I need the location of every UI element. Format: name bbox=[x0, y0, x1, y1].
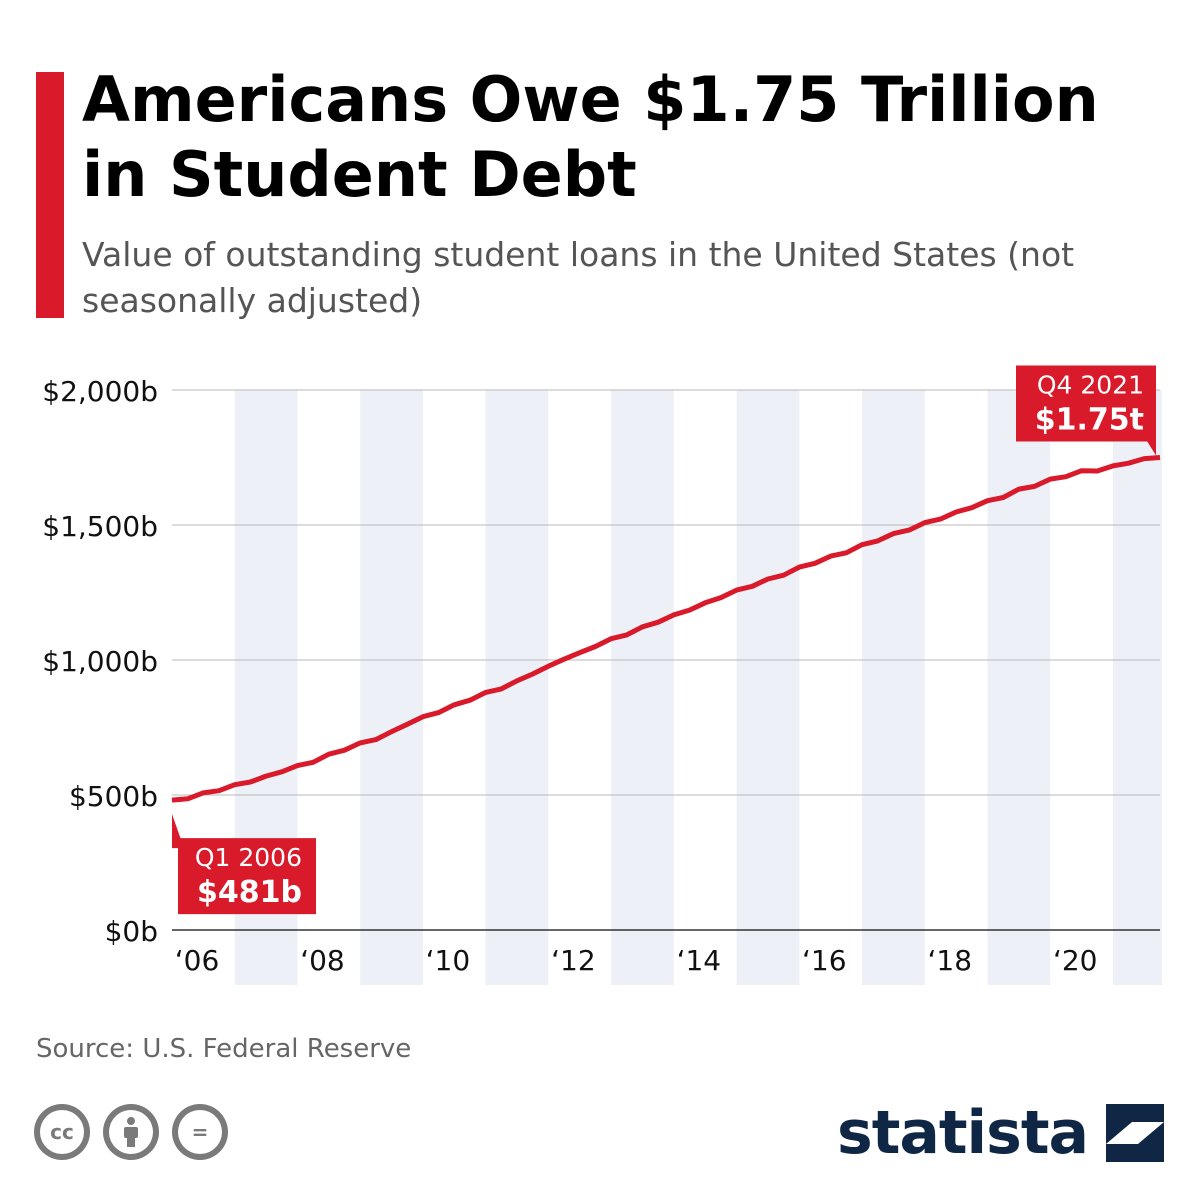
year-band bbox=[485, 390, 549, 985]
x-tick-label: ‘20 bbox=[1053, 944, 1098, 977]
x-tick-label: ‘16 bbox=[802, 944, 847, 977]
y-tick-label: $500b bbox=[69, 780, 158, 813]
brand-mark-icon bbox=[1106, 1104, 1164, 1162]
year-band bbox=[611, 390, 674, 985]
page-subtitle: Value of outstanding student loans in th… bbox=[82, 235, 1075, 320]
annotation-end: Q4 2021 $1.75t bbox=[1016, 365, 1156, 456]
callout-box bbox=[178, 838, 316, 915]
annotation-start: Q1 2006 $481b bbox=[172, 814, 316, 915]
year-bands bbox=[234, 390, 1162, 985]
annotation-period: Q4 2021 bbox=[1037, 371, 1144, 400]
no-derivatives-icon-label: = bbox=[178, 1110, 222, 1154]
y-tick-label: $0b bbox=[105, 915, 158, 948]
attribution-icon[interactable] bbox=[103, 1104, 159, 1160]
callout-tail bbox=[1146, 439, 1156, 456]
year-band bbox=[736, 390, 800, 985]
year-band bbox=[360, 390, 423, 985]
y-tick-label: $1,000b bbox=[42, 645, 158, 678]
statista-logo[interactable]: statista bbox=[837, 1098, 1164, 1168]
line-chart: $0b$500b$1,000b$1,500b$2,000b ‘06 ‘08 ‘10 ‘… bbox=[42, 365, 1162, 985]
year-band bbox=[862, 390, 925, 985]
title-accent-bar bbox=[36, 72, 64, 318]
annotation-period: Q1 2006 bbox=[195, 843, 302, 872]
brand-wordmark: statista bbox=[836, 1098, 1089, 1168]
source-note: Source: U.S. Federal Reserve bbox=[36, 1034, 412, 1064]
y-tick-label: $2,000b bbox=[42, 375, 158, 408]
attribution-icon-glyph bbox=[109, 1110, 153, 1154]
x-tick-label: ‘18 bbox=[927, 944, 972, 977]
callout-box bbox=[1016, 365, 1156, 442]
no-derivatives-icon[interactable]: = bbox=[172, 1104, 228, 1160]
cc-icon[interactable]: cc bbox=[34, 1104, 90, 1160]
x-axis-ticks: ‘06 ‘08 ‘10 ‘12 ‘14 ‘16 ‘18 ‘20 bbox=[175, 944, 1098, 977]
annotations: Q1 2006 $481b Q4 2021 $1.75t bbox=[172, 365, 1156, 915]
y-tick-label: $1,500b bbox=[42, 510, 158, 543]
annotation-value: $481b bbox=[197, 875, 302, 910]
x-tick-label: ‘12 bbox=[551, 944, 596, 977]
x-tick-label: ‘14 bbox=[677, 944, 722, 977]
x-tick-label: ‘06 bbox=[175, 944, 220, 977]
series-line bbox=[171, 455, 1161, 803]
x-tick-label: ‘10 bbox=[426, 944, 471, 977]
cc-icon-label: cc bbox=[40, 1110, 84, 1154]
year-band bbox=[987, 390, 1051, 985]
y-axis-ticks: $0b $500b $1,000b $1,500b $2,000b bbox=[42, 375, 158, 948]
x-tick-label: ‘08 bbox=[300, 944, 345, 977]
year-band bbox=[1112, 390, 1162, 985]
annotation-value: $1.75t bbox=[1035, 403, 1144, 438]
license-icons: cc = bbox=[34, 1104, 228, 1160]
grid-lines bbox=[172, 389, 1160, 931]
page-title: Americans Owe $1.75 Trillion in Student … bbox=[82, 63, 1099, 211]
